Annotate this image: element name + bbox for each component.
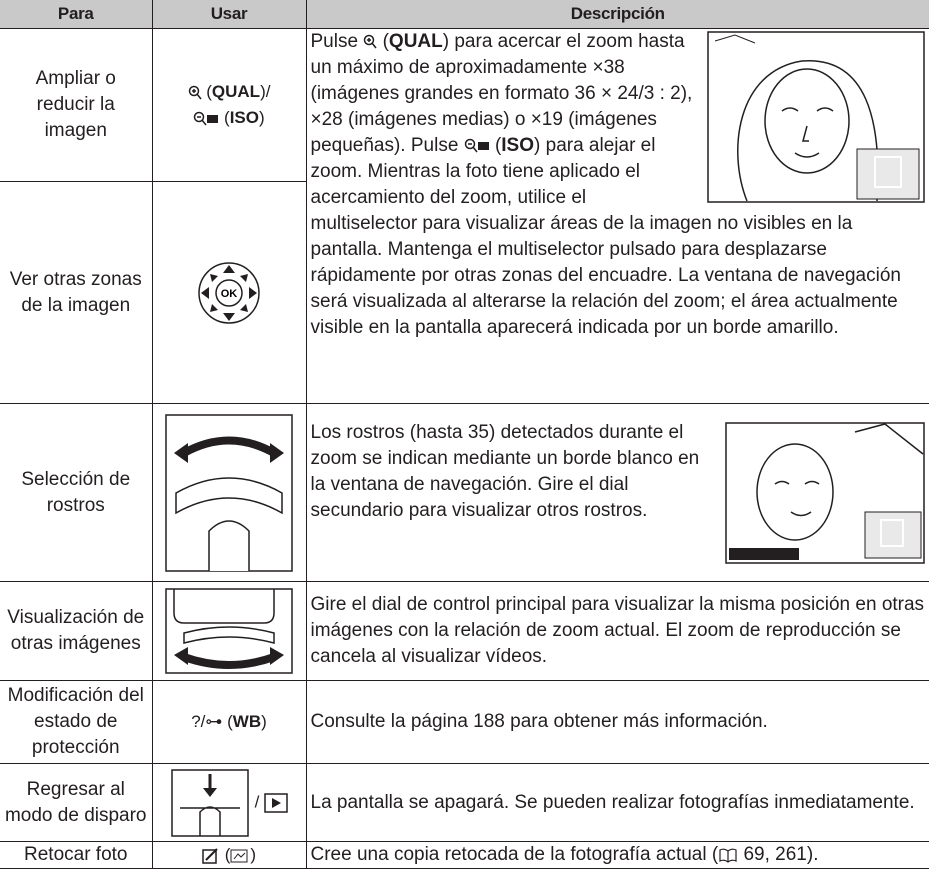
usar-key: QUAL — [211, 82, 261, 101]
para-cell: Ampliar o reducir la imagen — [0, 28, 153, 182]
desc-text: ) para alejar el zoom. Mientras la foto … — [310, 135, 901, 338]
zoom-out-icon — [464, 138, 489, 153]
header-row: Para Usar Descripción — [0, 0, 929, 29]
zoom-illustration — [707, 31, 925, 203]
usar-text: ( — [201, 82, 212, 101]
playback-icon — [264, 792, 288, 813]
usar-text: ) — [259, 108, 265, 127]
para-cell: Visualización de otras imágenes — [0, 581, 153, 681]
usar-text: ?/⊶ ( — [191, 712, 233, 731]
faces-illustration — [725, 421, 925, 564]
desc-cell: Pulse (QUAL) para acercar el zoom hasta … — [305, 28, 929, 404]
header-cell: Descripción — [305, 0, 929, 29]
main-dial-icon — [165, 588, 293, 674]
usar-cell: (QUAL)/ (ISO) — [151, 28, 307, 182]
retouch-icon — [202, 847, 218, 864]
usar-text: ) — [261, 712, 267, 731]
desc-cell: Gire el dial de control principal para v… — [305, 581, 929, 681]
table-row: Ver otras zonas de la imagen OK — [0, 181, 929, 404]
desc-key: QUAL — [388, 31, 443, 52]
page-ref-icon — [719, 848, 737, 863]
zoom-in-icon — [188, 85, 202, 99]
desc-text: ( — [377, 31, 389, 52]
para-cell: Retocar foto — [0, 841, 153, 869]
para-cell: Selección de rostros — [0, 403, 153, 582]
zoom-in-icon — [364, 34, 377, 49]
desc-cell: Los rostros (hasta 35) detectados durant… — [305, 403, 929, 582]
desc-cell: Consulte la página 188 para obtener más … — [305, 680, 929, 764]
usar-cell: ?/⊶ (WB) — [151, 680, 307, 764]
table-row: Selección de rostros — [0, 403, 929, 582]
table-row: Regresar al modo de disparo / La pantall… — [0, 763, 929, 842]
shutter-icon — [171, 768, 249, 837]
desc-text: Los rostros (hasta 35) detectados durant… — [310, 421, 700, 521]
usar-text: / — [249, 791, 265, 811]
desc-cell: Cree una copia retocada de la fotografía… — [305, 841, 929, 869]
usar-key: WB — [232, 712, 262, 731]
sub-dial-icon — [165, 413, 293, 572]
retouch-menu-icon — [230, 849, 248, 863]
header-cell: Usar — [151, 0, 307, 29]
table-row: Ampliar o reducir la imagen (QUAL)/ (ISO… — [0, 28, 929, 404]
desc-text: 69, 261). — [738, 844, 819, 865]
usar-cell — [151, 403, 307, 582]
desc-key: ISO — [501, 135, 535, 156]
usar-text: ( — [219, 108, 230, 127]
usar-key: ISO — [229, 108, 259, 127]
table-row: Modificación del estado de protección ?/… — [0, 680, 929, 764]
multiselector-icon: OK — [198, 261, 260, 324]
usar-text: )/ — [260, 82, 271, 101]
usar-text: ( — [219, 845, 231, 864]
usar-cell: OK — [151, 181, 306, 404]
desc-text: ( — [489, 135, 502, 156]
para-cell: Modificación del estado de protección — [0, 680, 153, 764]
function-table: Para Usar Descripción Ampliar o reducir … — [0, 0, 929, 869]
usar-cell: / — [151, 763, 307, 842]
para-cell: Ver otras zonas de la imagen — [0, 181, 153, 404]
desc-text: ) para acercar el zoom hasta un máximo d… — [310, 31, 693, 156]
zoom-out-icon — [194, 111, 219, 125]
usar-cell: () — [151, 841, 307, 869]
para-cell: Regresar al modo de disparo — [0, 763, 153, 842]
table-row: Visualización de otras imágenes Gire el … — [0, 581, 929, 681]
desc-text: Cree una copia retocada de la fotografía… — [310, 844, 719, 865]
header-cell: Para — [0, 0, 153, 29]
desc-text: Pulse — [310, 31, 359, 52]
table-row: Retocar foto () Cree una copia retocada … — [0, 841, 929, 869]
desc-cell: La pantalla se apagará. Se pueden realiz… — [305, 763, 929, 842]
svg-text:OK: OK — [221, 288, 238, 300]
usar-cell — [151, 581, 307, 681]
usar-text: ) — [250, 845, 257, 864]
